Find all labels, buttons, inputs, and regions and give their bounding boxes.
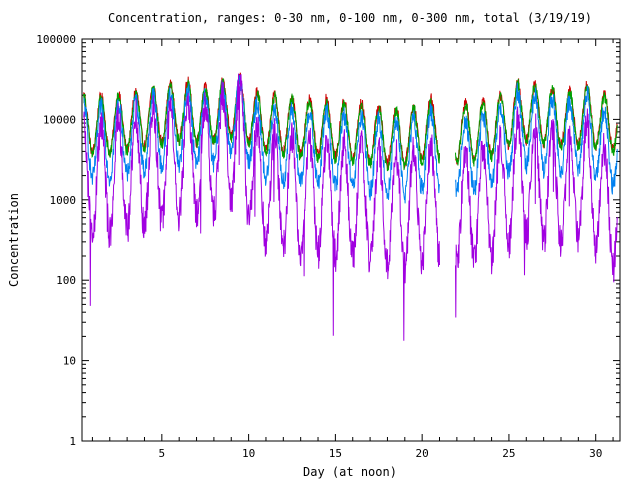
y-tick-label: 1000 bbox=[50, 194, 77, 207]
x-tick-label: 15 bbox=[329, 447, 342, 460]
x-tick-label: 30 bbox=[589, 447, 602, 460]
series-layer bbox=[83, 72, 618, 341]
x-tick-label: 5 bbox=[159, 447, 166, 460]
x-tick-label: 10 bbox=[242, 447, 255, 460]
y-tick-label: 10 bbox=[63, 355, 76, 368]
x-axis-label: Day (at noon) bbox=[303, 465, 397, 479]
series-line-4 bbox=[83, 73, 618, 341]
x-tick-label: 20 bbox=[416, 447, 429, 460]
y-axis-label: Concentration bbox=[7, 193, 21, 287]
axis-ticks: 1 10 100 1000 10000 100000 5 10 15 20 25 30 bbox=[36, 33, 620, 460]
plot-frame bbox=[81, 38, 621, 442]
x-tick-label: 25 bbox=[502, 447, 515, 460]
y-tick-label: 100 bbox=[56, 274, 76, 287]
chart-title: Concentration, ranges: 0-30 nm, 0-100 nm… bbox=[108, 11, 592, 25]
series-line-3 bbox=[83, 75, 618, 204]
y-tick-label: 100000 bbox=[36, 33, 76, 46]
y-tick-label: 1 bbox=[69, 435, 76, 448]
y-tick-label: 10000 bbox=[43, 113, 76, 126]
